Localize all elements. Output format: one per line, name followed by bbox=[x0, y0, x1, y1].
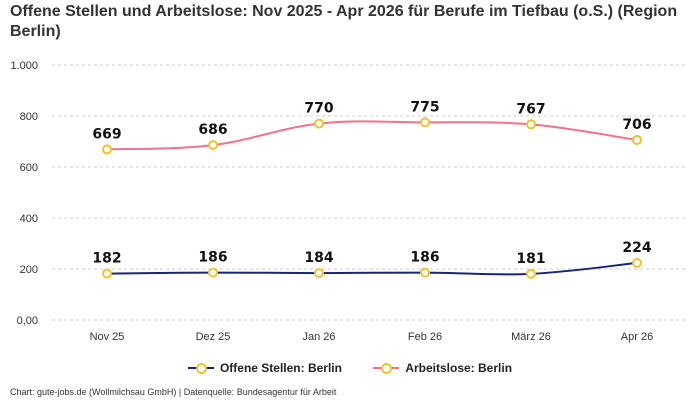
legend-label-offene-stellen: Offene Stellen: Berlin bbox=[219, 361, 342, 375]
data-label-s2-2: 686 bbox=[198, 122, 227, 138]
data-point-s2-4 bbox=[420, 117, 430, 128]
data-point-s2-1 bbox=[102, 144, 112, 155]
data-label-s2-6: 706 bbox=[622, 117, 651, 133]
data-labels: 182 186 184 186 181 224 669 686 770 775 767 706 bbox=[92, 99, 651, 266]
series-group bbox=[102, 117, 642, 279]
data-label-s2-4: 775 bbox=[410, 99, 439, 115]
legend-swatch-arbeitslose bbox=[373, 362, 400, 374]
data-label-s1-5: 181 bbox=[516, 251, 545, 267]
x-tick-label-4: Feb 26 bbox=[408, 331, 442, 343]
data-point-s2-5 bbox=[526, 119, 536, 130]
y-tick-label-200: 200 bbox=[20, 264, 38, 276]
y-tick-label-0: 0,00 bbox=[17, 315, 38, 327]
data-point-s1-5 bbox=[526, 268, 536, 279]
data-label-s1-3: 184 bbox=[304, 250, 333, 266]
data-label-s2-1: 669 bbox=[92, 126, 121, 142]
x-tick-label-3: Jan 26 bbox=[302, 331, 335, 343]
data-point-s2-3 bbox=[314, 118, 324, 129]
legend: Offene Stellen: Berlin Arbeitslose: Berl… bbox=[0, 361, 700, 377]
series-line-1 bbox=[106, 261, 638, 276]
data-point-s2-6 bbox=[632, 134, 642, 145]
legend-label-arbeitslose: Arbeitslose: Berlin bbox=[405, 361, 513, 375]
x-tick-label-6: Apr 26 bbox=[621, 331, 653, 343]
data-label-s1-1: 182 bbox=[92, 251, 121, 267]
y-tick-label-800: 800 bbox=[20, 111, 38, 123]
x-tick-label-5: März 26 bbox=[511, 331, 551, 343]
data-point-s2-2 bbox=[208, 140, 218, 151]
data-point-s1-6 bbox=[632, 257, 642, 268]
data-point-s1-3 bbox=[314, 268, 324, 279]
data-label-s2-5: 767 bbox=[516, 101, 545, 117]
data-label-s2-3: 770 bbox=[304, 101, 333, 117]
legend-swatch-offene-stellen bbox=[187, 362, 214, 374]
chart-title: Offene Stellen und Arbeitslose: Nov 2025… bbox=[10, 3, 678, 40]
data-point-s1-1 bbox=[102, 268, 112, 279]
data-point-s1-2 bbox=[208, 267, 218, 278]
y-axis-labels: 0,00 200 400 600 800 1.000 bbox=[10, 60, 38, 327]
data-label-s1-2: 186 bbox=[198, 250, 227, 266]
x-tick-label-1: Nov 25 bbox=[90, 331, 125, 343]
data-point-s1-4 bbox=[420, 267, 430, 278]
x-axis-labels: Nov 25 Dez 25 Jan 26 Feb 26 März 26 Apr 26 bbox=[90, 331, 654, 343]
y-tick-label-600: 600 bbox=[20, 162, 38, 174]
y-tick-label-1000: 1.000 bbox=[10, 60, 38, 72]
series-line-2 bbox=[106, 120, 638, 151]
x-tick-label-2: Dez 25 bbox=[196, 331, 231, 343]
chart-credits: Chart: gute-jobs.de (Wollmilchsau GmbH) … bbox=[10, 387, 337, 397]
y-tick-label-400: 400 bbox=[20, 213, 38, 225]
data-label-s1-6: 224 bbox=[622, 240, 651, 256]
legend-item-offene-stellen[interactable]: Offene Stellen: Berlin bbox=[187, 361, 342, 375]
grid-lines bbox=[52, 64, 688, 321]
legend-item-arbeitslose[interactable]: Arbeitslose: Berlin bbox=[373, 361, 512, 375]
data-label-s1-4: 186 bbox=[410, 250, 439, 266]
